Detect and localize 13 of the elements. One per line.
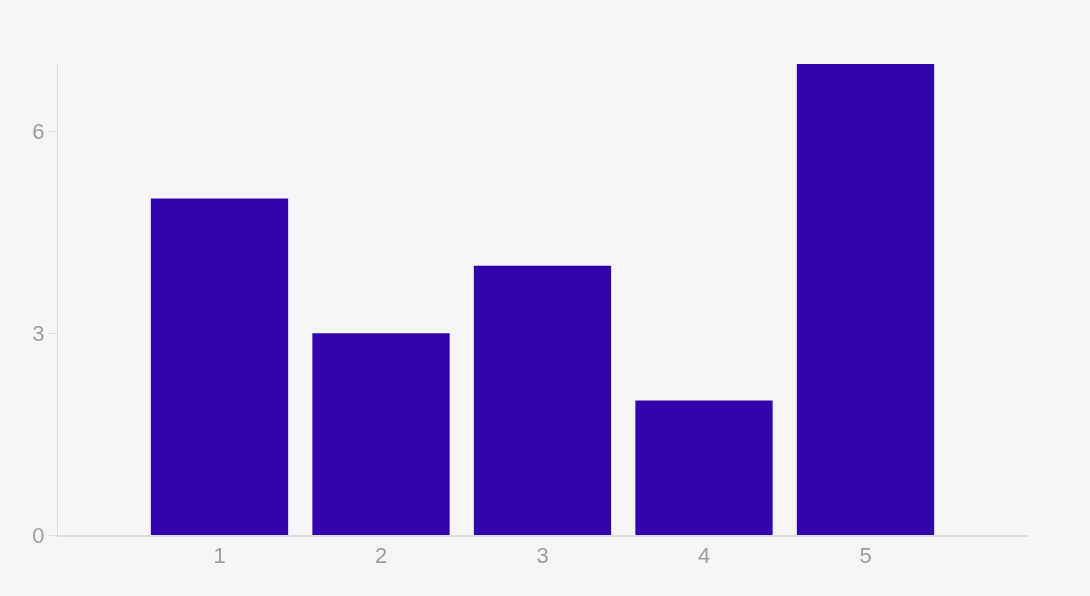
x-tick-label: 5 <box>859 543 872 569</box>
x-tick-label: 2 <box>374 543 388 569</box>
y-tick-label: 6 <box>32 118 45 144</box>
y-tick-label: 3 <box>32 320 45 346</box>
x-tick-label: 1 <box>213 543 226 569</box>
y-tick-label: 0 <box>32 522 45 548</box>
bar <box>473 265 612 535</box>
x-tick-label: 4 <box>697 543 711 569</box>
bar <box>312 333 450 535</box>
bar <box>796 64 935 535</box>
bar <box>150 198 289 535</box>
x-tick-label: 3 <box>536 543 549 569</box>
bar <box>635 400 773 535</box>
